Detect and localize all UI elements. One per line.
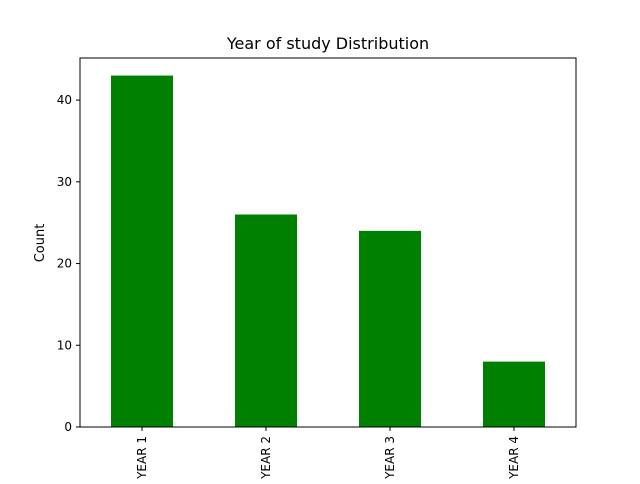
y-tick-label: 0 [64, 420, 72, 434]
bar-year-3 [359, 230, 421, 427]
y-tick-label: 20 [57, 257, 72, 271]
y-tick-label: 30 [57, 175, 72, 189]
y-tick-label: 10 [57, 338, 72, 352]
x-tick-label: YEAR 1 [135, 436, 149, 480]
y-axis-label: Count [33, 224, 48, 263]
y-axis-ticks: 0 10 20 30 40 [57, 93, 80, 434]
x-tick-label: YEAR 2 [259, 436, 273, 480]
y-tick-label: 40 [57, 93, 72, 107]
bars-group [111, 75, 545, 428]
chart-title: Year of study Distribution [226, 34, 429, 53]
plot-frame [79, 57, 577, 428]
bar-year-1 [111, 75, 173, 428]
bar-year-2 [235, 214, 297, 427]
bar-year-4 [483, 361, 545, 427]
x-tick-label: YEAR 3 [383, 436, 397, 480]
x-axis-ticks: YEAR 1 YEAR 2 YEAR 3 YEAR 4 [135, 427, 521, 480]
x-tick-label: YEAR 4 [507, 436, 521, 480]
